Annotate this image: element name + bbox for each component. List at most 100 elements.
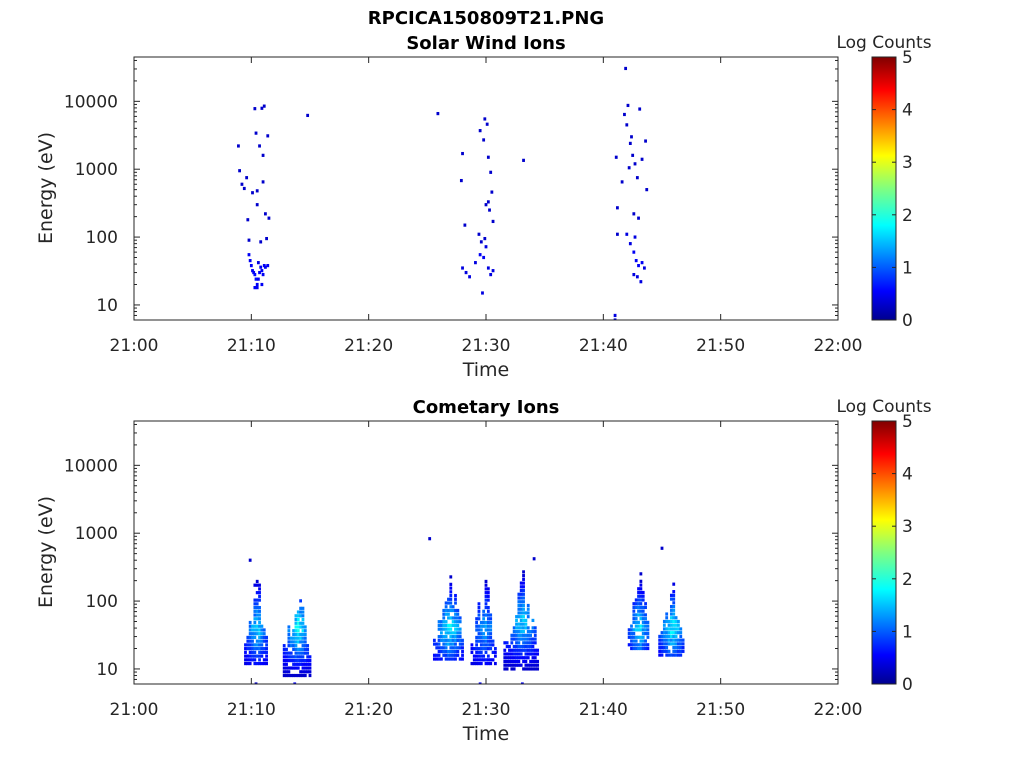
spectrogram-cell (669, 612, 673, 616)
spectrogram-cell (246, 635, 250, 640)
spectrogram-cell (248, 650, 252, 654)
spectrogram-cell (639, 635, 643, 639)
spectrogram-cell (294, 647, 298, 651)
spectrogram-cell (454, 616, 457, 620)
spectrogram-cell (260, 643, 264, 647)
spectrogram-cell (289, 655, 293, 659)
spectrogram-cell (251, 635, 254, 640)
spectrogram-cell (637, 643, 640, 647)
spectrogram-cell (486, 587, 490, 591)
spectrogram-cell (255, 605, 259, 610)
spectrogram-cell (517, 648, 521, 652)
spectrogram-cell (251, 639, 254, 643)
spectrogram-cell (299, 651, 303, 655)
spectrogram-cell (246, 654, 250, 658)
spectrogram-cell (637, 628, 640, 632)
spectrogram-cell (292, 629, 295, 633)
spectrogram-cell (292, 655, 295, 659)
spectrogram-cell (456, 646, 460, 650)
spectrogram-cell (517, 641, 521, 645)
spectrogram-cell (515, 641, 518, 645)
spectrogram-cell (491, 643, 495, 647)
spectrogram-cell (299, 662, 303, 666)
spectrogram-cell (512, 637, 516, 641)
spectrogram-cell (484, 647, 488, 651)
spectrogram-cell (667, 634, 671, 639)
spectrogram-cell (282, 644, 286, 648)
spectrogram-cell (526, 615, 530, 619)
spectrogram-cell (519, 615, 523, 619)
spectrogram-cell (436, 111, 440, 116)
spectrogram-cell (510, 663, 514, 667)
spectrogram-cell (301, 614, 305, 618)
spectrogram-cell (248, 635, 252, 640)
spectrogram-cell (255, 613, 259, 617)
spectrogram-cell (517, 630, 521, 634)
spectrogram-cell (517, 659, 521, 664)
spectrogram-cell (486, 639, 490, 643)
spectrogram-cell (632, 605, 636, 610)
spectrogram-cell (282, 655, 286, 659)
spectrogram-cell (644, 643, 647, 647)
spectrogram-cell (287, 651, 291, 655)
spectrogram-cell (260, 269, 264, 273)
spectrogram-cell (440, 646, 443, 650)
spectrogram-cell (524, 667, 528, 671)
spectrogram-cell (444, 608, 448, 613)
spectrogram-cell (641, 598, 645, 602)
spectrogram-cell (505, 652, 509, 656)
spectrogram-cell (641, 613, 645, 617)
spectrogram-cell (287, 625, 291, 629)
spectrogram-cell (260, 654, 264, 658)
spectrogram-cell (449, 623, 453, 628)
spectrogram-cell (449, 627, 453, 631)
spectrogram-cell (260, 650, 264, 654)
spectrogram-cell (531, 656, 535, 660)
spectrogram-cell (519, 622, 523, 626)
spectrogram-cell (662, 627, 666, 631)
spectrogram-cell (493, 661, 497, 666)
spectrogram-cell (486, 598, 490, 602)
spectrogram-cell (632, 250, 636, 254)
spectrogram-cell (253, 617, 257, 621)
spectrogram-cell (674, 638, 678, 642)
spectrogram-cell (442, 635, 446, 639)
spectrogram-cell (255, 661, 259, 666)
spectrogram-cell (254, 277, 258, 281)
spectrogram-cell (262, 661, 266, 666)
spectrogram-cell (253, 654, 257, 658)
spectrogram-cell (456, 612, 460, 616)
spectrogram-cell (301, 662, 305, 666)
spectrogram-cells (244, 537, 685, 684)
spectrogram-cell (630, 135, 633, 139)
spectrogram-cell (482, 617, 486, 621)
spectrogram-cell (674, 642, 678, 646)
spectrogram-cell (458, 616, 462, 620)
spectrogram-cell (641, 617, 645, 621)
spectrogram-cell (486, 591, 490, 595)
spectrogram-cell (672, 616, 676, 620)
spectrogram-cell (306, 666, 310, 670)
spectrogram-cell (635, 275, 639, 279)
spectrogram-cell (458, 646, 462, 650)
spectrogram-cell (522, 637, 525, 641)
spectrogram-cell (522, 592, 525, 596)
spectrogram-cell (630, 646, 633, 651)
spectrogram-cell (515, 633, 518, 637)
spectrogram-cell (262, 628, 266, 632)
spectrogram-cell (477, 647, 481, 651)
spectrogram-cell (489, 628, 493, 632)
spectrogram-cell (526, 637, 530, 641)
spectrogram-cell (258, 639, 261, 643)
spectrogram-cell (637, 609, 640, 613)
spectrogram-cell (526, 607, 530, 611)
spectrogram-cell (531, 618, 535, 623)
spectrogram-cell (639, 613, 643, 617)
colorbar-tick-label: 4 (902, 101, 913, 121)
spectrogram-cell (454, 593, 457, 598)
spectrogram-cell (524, 663, 528, 667)
spectrogram-cell (463, 223, 467, 227)
spectrogram-cell (299, 640, 303, 644)
spectrogram-cell (484, 628, 488, 632)
spectrogram-cell (289, 636, 293, 640)
